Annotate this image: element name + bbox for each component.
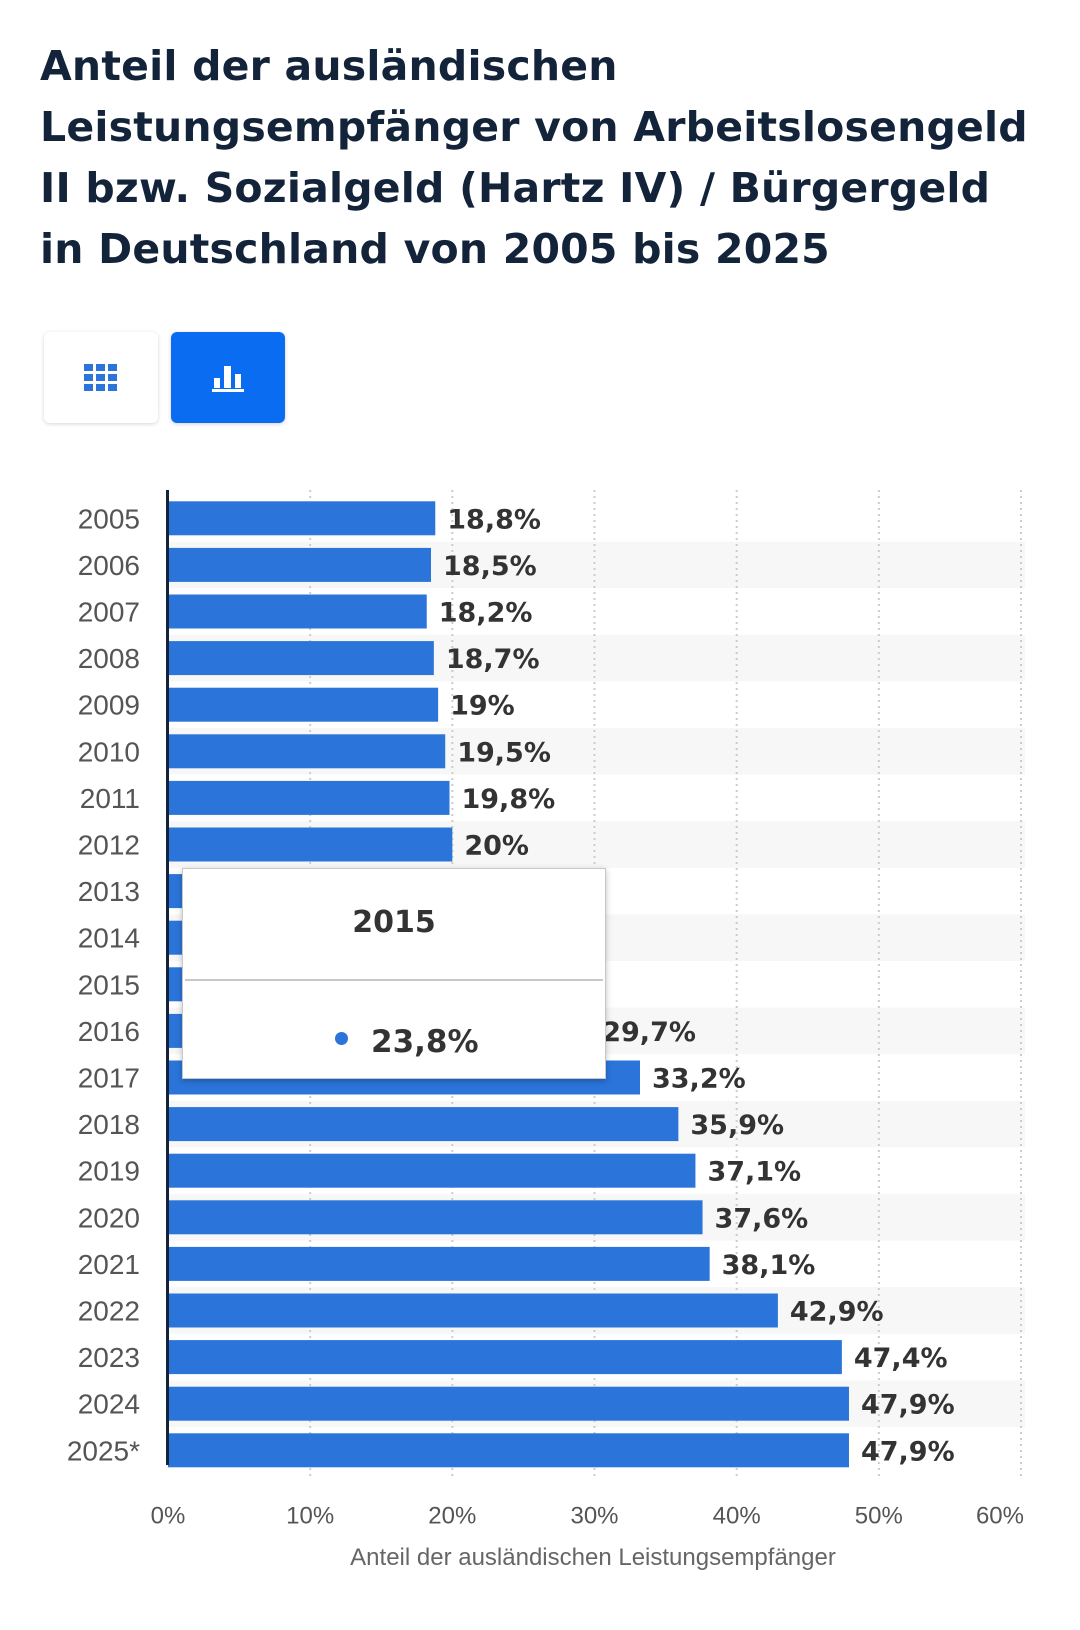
y-tick-label: 2013 xyxy=(78,876,140,907)
y-tick-label: 2016 xyxy=(78,1016,140,1047)
x-tick-label: 60% xyxy=(976,1503,1024,1530)
bar[interactable] xyxy=(168,501,436,536)
y-tick-label: 2007 xyxy=(78,597,140,628)
chart-view-button[interactable] xyxy=(171,332,285,423)
bar[interactable] xyxy=(168,827,453,862)
bar[interactable] xyxy=(168,1386,849,1421)
bar[interactable] xyxy=(168,1153,696,1188)
y-tick-label: 2010 xyxy=(78,736,140,767)
bar[interactable] xyxy=(168,734,446,769)
tooltip-divider xyxy=(185,979,603,981)
y-tick-label: 2022 xyxy=(78,1296,140,1327)
x-tick-label: 20% xyxy=(428,1503,476,1530)
data-label: 47,9% xyxy=(861,1436,955,1467)
table-view-button[interactable] xyxy=(44,332,158,423)
bar[interactable] xyxy=(168,780,450,815)
y-tick-label: 2019 xyxy=(78,1156,140,1187)
data-label: 19,5% xyxy=(457,737,551,768)
data-label: 38,1% xyxy=(722,1250,816,1281)
data-label: 35,9% xyxy=(690,1110,784,1141)
y-tick-label: 2005 xyxy=(78,503,140,534)
y-tick-label: 2025* xyxy=(67,1435,140,1466)
bar[interactable] xyxy=(168,1200,703,1235)
y-tick-label: 2009 xyxy=(78,690,140,721)
data-label: 47,4% xyxy=(854,1343,948,1374)
tooltip: 2015 23,8% xyxy=(182,868,606,1079)
data-label: 37,6% xyxy=(715,1203,809,1234)
data-label: 18,2% xyxy=(439,598,533,629)
x-tick-label: 50% xyxy=(855,1503,903,1530)
y-tick-label: 2023 xyxy=(78,1342,140,1373)
data-label: 18,7% xyxy=(446,644,540,675)
y-tick-label: 2021 xyxy=(78,1249,140,1280)
tooltip-value: 23,8% xyxy=(371,1024,479,1060)
bar[interactable] xyxy=(168,687,439,722)
page-title: Anteil der ausländischen Leistungsempfän… xyxy=(40,42,1028,273)
bar[interactable] xyxy=(168,1246,710,1281)
data-label: 42,9% xyxy=(790,1297,884,1328)
x-tick-label: 40% xyxy=(713,1503,761,1530)
bar[interactable] xyxy=(168,594,427,629)
x-axis-tick-labels: 0% 10% 20% 30% 40% 50% 60% xyxy=(151,1503,1024,1530)
y-tick-label: 2012 xyxy=(78,830,140,861)
grid-table-icon xyxy=(84,363,117,391)
data-label: 33,2% xyxy=(652,1064,746,1095)
data-label: 20% xyxy=(464,831,529,862)
bar[interactable] xyxy=(168,547,432,582)
y-tick-label: 2014 xyxy=(78,923,140,954)
x-tick-label: 0% xyxy=(151,1503,186,1530)
bar[interactable] xyxy=(168,1293,778,1328)
y-axis-labels: 2005 2006 2007 2008 2009 2010 2011 2012 2013 2014… xyxy=(67,503,140,1466)
data-label: 19,8% xyxy=(461,784,555,815)
bar[interactable] xyxy=(168,641,434,676)
bar[interactable] xyxy=(168,1433,849,1468)
data-label: 19% xyxy=(450,691,515,722)
data-label: 37,1% xyxy=(707,1157,801,1188)
y-tick-label: 2011 xyxy=(80,783,140,814)
bar-chart-icon xyxy=(212,365,244,392)
data-label: 47,9% xyxy=(861,1390,955,1421)
y-tick-label: 2024 xyxy=(78,1389,140,1420)
y-tick-label: 2015 xyxy=(78,969,140,1000)
data-labels: 18,8% 18,5% 18,2% 18,7% 19% 19,5% 19,8% 20% 29,7… xyxy=(439,504,955,1467)
bar[interactable] xyxy=(168,1107,679,1142)
y-tick-label: 2008 xyxy=(78,643,140,674)
y-tick-label: 2006 xyxy=(78,550,140,581)
bar[interactable] xyxy=(168,1340,842,1375)
data-label: 29,7% xyxy=(602,1017,696,1048)
tooltip-series-dot xyxy=(335,1032,348,1045)
data-label: 18,8% xyxy=(447,504,541,535)
x-axis-label: Anteil der ausländischen Leistungsempfän… xyxy=(350,1544,836,1571)
x-tick-label: 30% xyxy=(570,1503,618,1530)
y-tick-label: 2018 xyxy=(78,1109,140,1140)
y-tick-label: 2017 xyxy=(78,1063,140,1094)
tooltip-year: 2015 xyxy=(352,905,436,940)
y-tick-label: 2020 xyxy=(78,1202,140,1233)
x-tick-label: 10% xyxy=(286,1503,334,1530)
data-label: 18,5% xyxy=(443,551,537,582)
